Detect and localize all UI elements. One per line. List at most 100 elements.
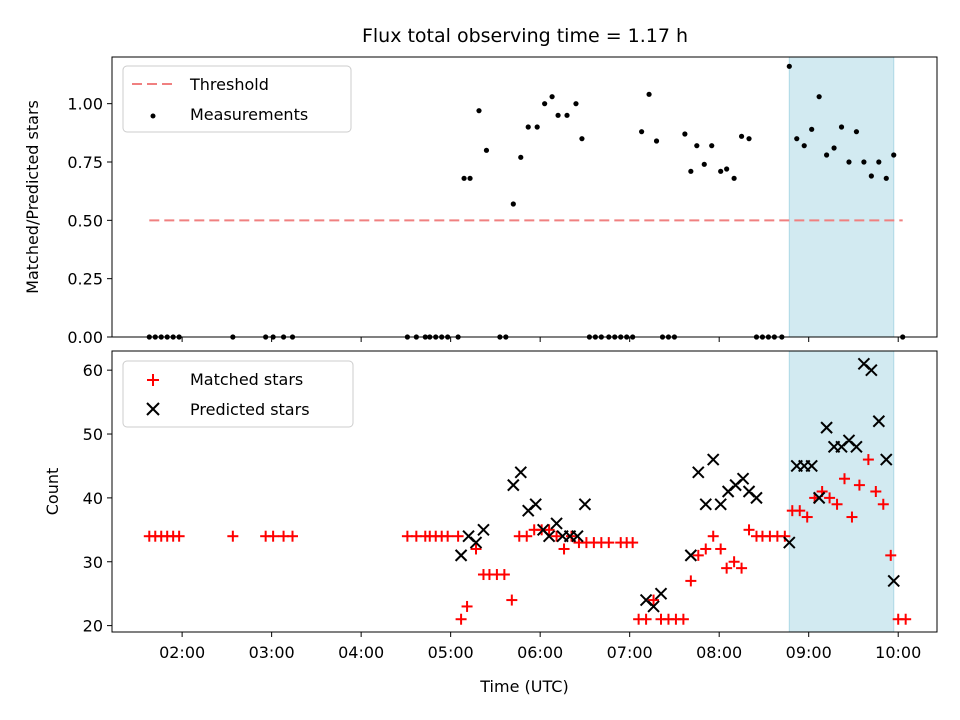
matched-point-8	[267, 530, 279, 542]
predicted-point-20	[699, 498, 712, 511]
x-axis-label: Time (UTC)	[479, 677, 568, 696]
top-legend: Threshold Measurements	[122, 65, 352, 133]
bottom-y-tick-label: 40	[83, 489, 103, 508]
bottom-panel: 20 30 40 50 60 02:00 03:00 04:00 05:00 06:00 07:0…	[43, 350, 938, 696]
predicted-point-2	[469, 536, 483, 549]
measurement-point-26	[518, 154, 524, 160]
matched-point-73	[853, 479, 865, 491]
matched-point-66	[801, 511, 813, 523]
top-y-tick-label: 0.00	[67, 328, 103, 347]
matched-point-70	[831, 498, 843, 510]
x-tick-label: 03:00	[249, 643, 295, 662]
measurement-point-25	[510, 201, 516, 207]
predicted-point-19	[692, 466, 705, 479]
measurement-point-49	[682, 131, 688, 137]
measurement-point-76	[876, 159, 882, 165]
predicted-point-7	[529, 498, 542, 511]
matched-point-50	[685, 575, 697, 587]
matched-point-74	[862, 454, 874, 466]
matched-point-39	[603, 537, 615, 549]
measurement-point-45	[653, 138, 660, 144]
matched-point-71	[839, 473, 851, 485]
x-tick-label: 10:00	[875, 643, 921, 662]
x-tick-label: 06:00	[517, 643, 563, 662]
predicted-point-17	[654, 587, 668, 600]
matched-point-63	[779, 530, 791, 542]
measurement-point-69	[824, 152, 830, 158]
predicted-point-10	[550, 517, 563, 530]
matched-point-69	[824, 492, 836, 504]
matched-point-33	[558, 543, 570, 555]
measurement-point-32	[564, 112, 570, 118]
x-tick-label: 07:00	[607, 643, 653, 662]
matched-point-18	[452, 530, 464, 542]
x-tick-label: 02:00	[159, 643, 205, 662]
predicted-point-14	[578, 498, 592, 511]
measurement-point-34	[579, 136, 585, 142]
measurement-point-20	[467, 175, 473, 181]
legend-matched-swatch	[147, 374, 159, 386]
top-panel: 0.00 0.25 0.50 0.75 1.00 Matched/Predicted s…	[23, 56, 938, 347]
measurement-point-31	[555, 112, 561, 118]
matched-point-26	[506, 594, 518, 606]
measurement-point-74	[861, 159, 867, 165]
measurement-point-66	[801, 143, 807, 149]
matched-point-58	[743, 524, 755, 536]
top-y-axis-ticks: 0.00 0.25 0.50 0.75 1.00	[67, 95, 112, 347]
top-y-tick-label: 1.00	[67, 95, 103, 114]
measurement-point-56	[731, 175, 737, 181]
matched-point-42	[627, 537, 639, 549]
matched-point-49	[677, 613, 689, 625]
legend-measurements-label: Measurements	[190, 105, 308, 124]
predicted-point-16	[647, 600, 660, 613]
matched-point-19	[455, 613, 467, 625]
predicted-point-40	[872, 415, 886, 428]
predicted-point-37	[850, 440, 863, 454]
matched-point-31	[543, 524, 555, 536]
measurement-point-52	[701, 161, 707, 167]
predicted-star-points	[454, 357, 900, 613]
measurement-point-54	[718, 168, 724, 174]
predicted-point-28	[783, 536, 796, 549]
matched-point-65	[794, 505, 806, 517]
x-tick-label: 04:00	[338, 643, 384, 662]
matched-point-5	[173, 530, 185, 542]
predicted-point-9	[542, 529, 556, 543]
predicted-point-18	[684, 549, 698, 562]
bottom-x-axis-ticks: 02:00 03:00 04:00 05:00 06:00 07:00 08:00 09:00…	[159, 632, 921, 662]
x-tick-label: 05:00	[428, 643, 474, 662]
measurement-point-29	[542, 101, 548, 107]
measurement-point-19	[461, 175, 467, 181]
matched-point-75	[870, 486, 882, 497]
bottom-legend: Matched stars Predicted stars	[122, 360, 354, 428]
x-tick-label: 09:00	[786, 643, 832, 662]
bottom-y-tick-label: 60	[83, 361, 103, 380]
matched-point-44	[640, 613, 652, 625]
matched-point-54	[715, 543, 727, 555]
measurement-point-67	[809, 126, 815, 132]
top-y-tick-label: 0.75	[67, 153, 103, 172]
x-tick-label: 08:00	[696, 643, 742, 662]
legend-threshold-label: Threshold	[189, 75, 269, 94]
predicted-point-21	[707, 453, 720, 466]
measurement-point-30	[549, 94, 555, 100]
top-y-tick-label: 0.25	[67, 270, 103, 289]
measurement-point-53	[709, 143, 715, 149]
measurement-point-75	[868, 173, 874, 179]
matched-point-53	[707, 530, 719, 542]
measurement-point-58	[746, 136, 752, 142]
measurement-point-22	[483, 147, 490, 153]
predicted-point-3	[477, 523, 490, 537]
predicted-point-0	[454, 549, 468, 562]
measurement-point-65	[794, 136, 800, 142]
measurement-point-50	[688, 168, 694, 174]
measurement-point-57	[738, 133, 745, 139]
matched-point-57	[736, 562, 748, 574]
measurement-point-27	[525, 124, 531, 130]
measurement-point-44	[646, 91, 652, 97]
measurement-point-28	[534, 124, 540, 130]
predicted-point-33	[820, 421, 833, 434]
measurement-point-77	[883, 175, 889, 181]
matched-point-6	[227, 530, 239, 542]
